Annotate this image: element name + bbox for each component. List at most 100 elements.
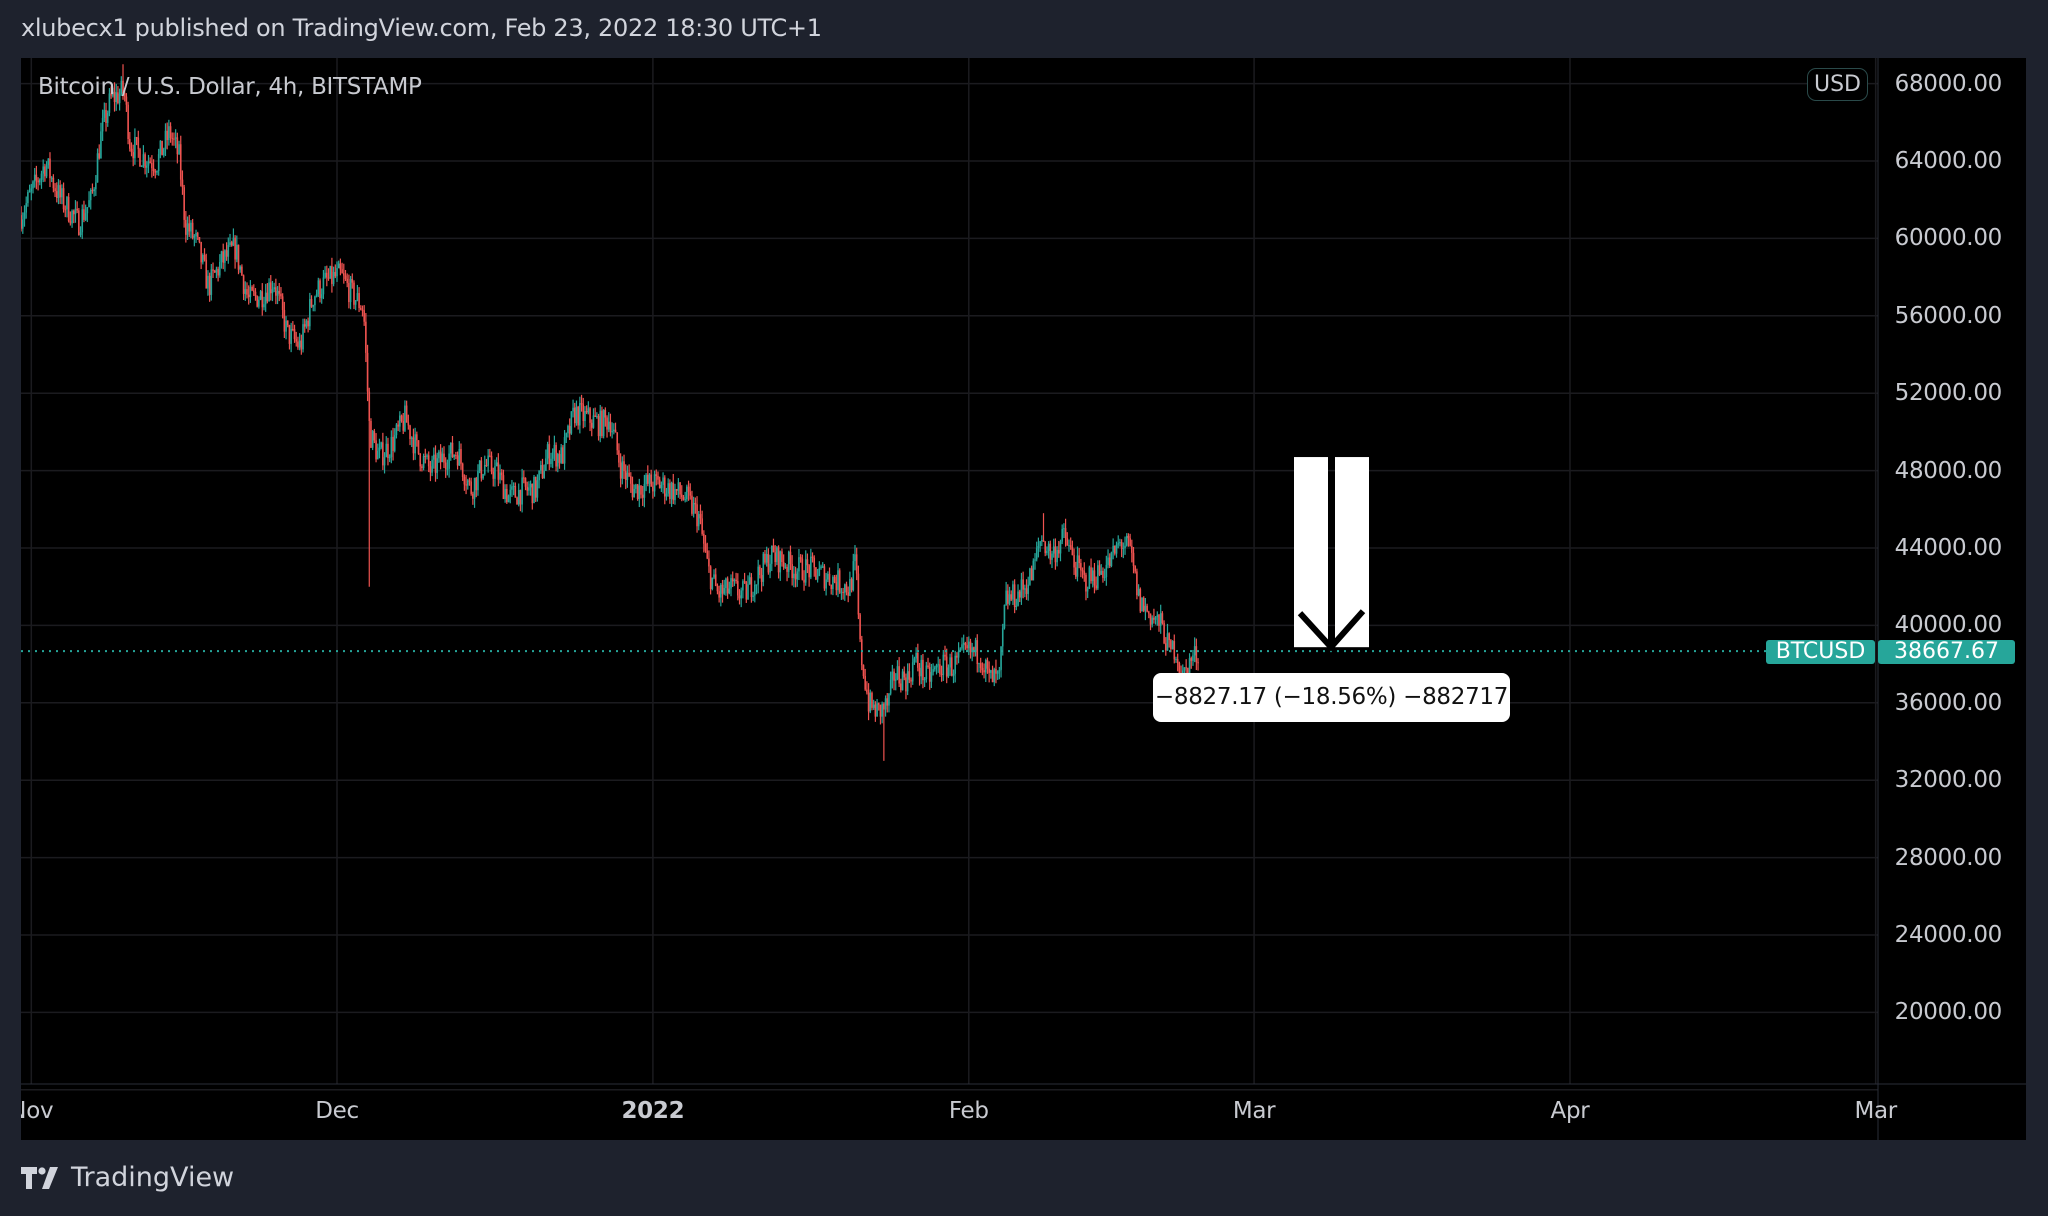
candle-body [365, 321, 367, 353]
candle-body [1020, 579, 1023, 598]
candle-body [298, 340, 301, 348]
candle-body [336, 268, 338, 277]
candle-body [407, 422, 410, 426]
candle-body [852, 561, 855, 591]
candle-body [1176, 658, 1179, 663]
candle-body [1110, 552, 1113, 567]
candle-body [869, 692, 872, 712]
tradingview-wordmark: TradingView [71, 1162, 235, 1193]
candle-body [623, 461, 625, 471]
candle-body [524, 477, 527, 487]
candle-body [44, 166, 46, 177]
candle-body [669, 483, 671, 499]
candle-body [830, 584, 833, 590]
currency-button[interactable]: USD [1807, 68, 1868, 101]
candle-body [390, 436, 393, 458]
candle-body [312, 305, 315, 307]
candle-body [1137, 588, 1140, 596]
candle-body [568, 425, 571, 434]
candle-body [23, 212, 26, 220]
candle-body [244, 289, 247, 294]
candle-body [957, 651, 960, 658]
candle-body [1188, 658, 1191, 678]
candle-body [337, 263, 340, 269]
candle-body [893, 671, 895, 681]
candle-body [1183, 667, 1186, 671]
candle-body [782, 562, 785, 568]
candle-body [723, 588, 726, 594]
candle-body [818, 568, 821, 576]
candle-body [259, 291, 262, 300]
candle-body [280, 293, 282, 297]
candle-body [1125, 535, 1128, 546]
candle-body [543, 470, 545, 479]
candle-body [38, 179, 41, 183]
candle-body [84, 213, 87, 220]
candle-body [813, 557, 816, 568]
candle-body [399, 415, 401, 427]
candle-body [375, 440, 377, 460]
candle-body [283, 310, 286, 332]
candle-body [106, 112, 109, 123]
candle-body [920, 659, 923, 677]
candle-body [181, 179, 184, 188]
candle-body [872, 704, 875, 708]
candle-body [854, 554, 856, 562]
candle-body [945, 656, 948, 677]
candle-body [1136, 571, 1138, 596]
candle-body [738, 595, 741, 599]
candle-body [660, 484, 663, 489]
candle-body [112, 91, 114, 96]
candle-body [252, 290, 255, 292]
candle-body [256, 295, 258, 307]
tradingview-logo[interactable]: TradingView [21, 1162, 234, 1193]
candle-body [59, 185, 61, 198]
candle-body [604, 410, 607, 418]
candle-body [658, 479, 661, 489]
candle-body [1158, 614, 1160, 626]
candle-body [940, 673, 943, 675]
candle-body [636, 484, 639, 499]
candle-body [759, 566, 761, 576]
candle-body [404, 405, 406, 431]
candle-body [1007, 590, 1009, 604]
candle-body [1080, 563, 1082, 571]
candle-body [88, 200, 90, 208]
candle-body [54, 188, 56, 192]
candle-body [684, 499, 686, 501]
price-axis-label: 44000.00 [1894, 535, 2003, 561]
candle-body [930, 672, 933, 682]
time-axis-label: Apr [1550, 1098, 1590, 1124]
candle-body [251, 286, 253, 291]
candle-body [502, 475, 505, 500]
candle-body [640, 485, 642, 495]
candle-body [395, 424, 398, 436]
candle-body [179, 144, 182, 180]
candle-body [840, 591, 843, 593]
candle-body [562, 447, 564, 464]
candle-body [779, 551, 782, 573]
candle-body [393, 435, 396, 451]
candle-body [833, 576, 836, 583]
candle-body [964, 643, 967, 646]
chart-pane[interactable]: Bitcoin / U.S. Dollar, 4h, BITSTAMP 6800… [21, 58, 2026, 1140]
candle-body [1197, 662, 1199, 664]
candlestick-chart[interactable] [21, 58, 2026, 1140]
candle-body [962, 643, 965, 645]
candle-body [718, 591, 720, 598]
candle-body [405, 405, 408, 423]
candle-body [646, 474, 649, 484]
candle-body [1131, 545, 1133, 553]
candle-body [1100, 570, 1103, 575]
candle-body [264, 292, 267, 305]
candle-body [108, 93, 111, 113]
candle-body [95, 182, 97, 190]
candle-body [266, 292, 269, 302]
candle-body [241, 266, 243, 276]
candle-body [630, 476, 632, 484]
candle-body [426, 455, 428, 457]
candle-body [1000, 646, 1002, 670]
candle-body [626, 472, 629, 480]
candle-body [207, 275, 209, 289]
candle-body [935, 665, 938, 668]
